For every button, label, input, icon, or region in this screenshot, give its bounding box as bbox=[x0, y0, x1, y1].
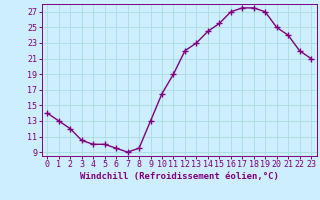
X-axis label: Windchill (Refroidissement éolien,°C): Windchill (Refroidissement éolien,°C) bbox=[80, 172, 279, 181]
